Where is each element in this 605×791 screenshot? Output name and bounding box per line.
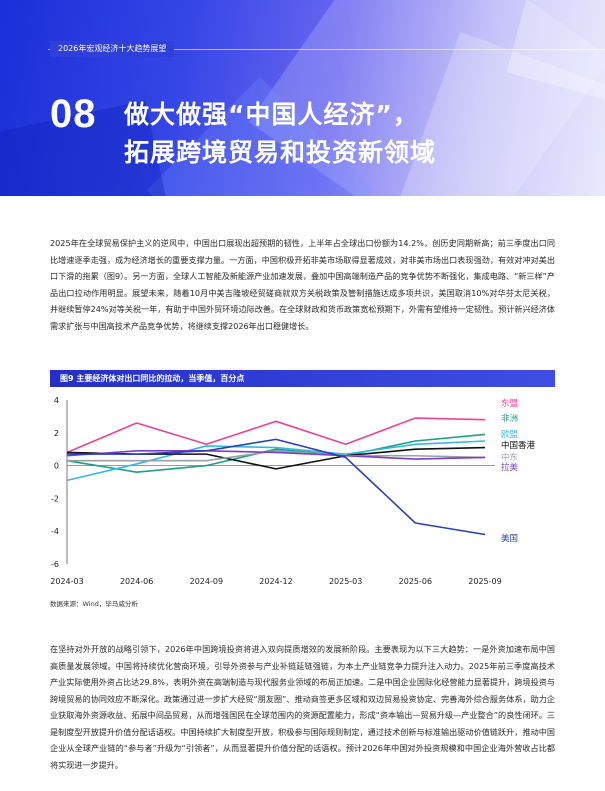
export-contribution-chart: -6 -4 -2 0 2 4 2024-03 2024-06 2024-09 2024-12 202… — [50, 396, 536, 586]
header-rule — [48, 49, 605, 50]
y-tick-label: -6 — [51, 560, 59, 569]
hero-banner: 2026年宏观经济十大趋势展望 08 做大做强“中国人经济”， 拓展跨境贸易和投… — [0, 0, 605, 196]
figure-caption: 图9 主要经济体对出口同比的拉动，当季值，百分点 — [50, 370, 555, 387]
x-tick-label: 2024-06 — [120, 577, 153, 586]
x-tick-label: 2024-03 — [50, 577, 83, 586]
x-tick-label: 2024-09 — [190, 577, 223, 586]
chapter-number: 08 — [50, 92, 97, 136]
x-tick-label: 2025-09 — [468, 577, 501, 586]
legend-label-欧盟: 欧盟 — [501, 429, 519, 440]
chapter-title-line2: 拓展跨境贸易和投资新领域 — [124, 138, 437, 167]
legend-label-美国: 美国 — [501, 533, 518, 544]
body-paragraph-investment: 在坚持对外开放的战略引领下，2026年中国跨境投资将进入双向提质增效的发展新阶段… — [50, 644, 555, 770]
x-tick-label: 2025-06 — [399, 577, 432, 586]
report-series-label: 2026年宏观经济十大趋势展望 — [50, 41, 175, 57]
legend-label-中东: 中东 — [501, 452, 518, 463]
y-tick-label: 4 — [54, 396, 59, 405]
y-tick-label: -2 — [51, 494, 59, 503]
series-line-中东 — [67, 450, 486, 462]
figure-source: 数据来源：Wind，毕马威分析 — [50, 600, 138, 608]
y-tick-label: 0 — [54, 462, 59, 471]
legend-label-东盟: 东盟 — [501, 398, 519, 409]
series-line-非洲 — [66, 433, 486, 473]
legend-label-拉美: 拉美 — [501, 462, 519, 473]
legend-label-中国香港: 中国香港 — [501, 440, 536, 451]
y-tick-label: -4 — [51, 527, 59, 536]
body-paragraph-export: 2025年在全球贸易保护主义的逆风中，中国出口展现出超预期的韧性，上半年占全球出… — [50, 238, 555, 331]
series-line-美国 — [67, 438, 486, 536]
series-line-东盟 — [66, 417, 486, 454]
x-tick-label: 2024-12 — [259, 577, 292, 586]
legend-label-非洲: 非洲 — [501, 413, 518, 424]
chapter-title-line1: 做大做强“中国人经济”， — [124, 100, 419, 129]
series-line-欧盟 — [66, 440, 486, 482]
x-tick-label: 2025-03 — [329, 577, 362, 586]
series-line-拉美 — [66, 450, 486, 460]
y-tick-label: 2 — [54, 429, 59, 438]
